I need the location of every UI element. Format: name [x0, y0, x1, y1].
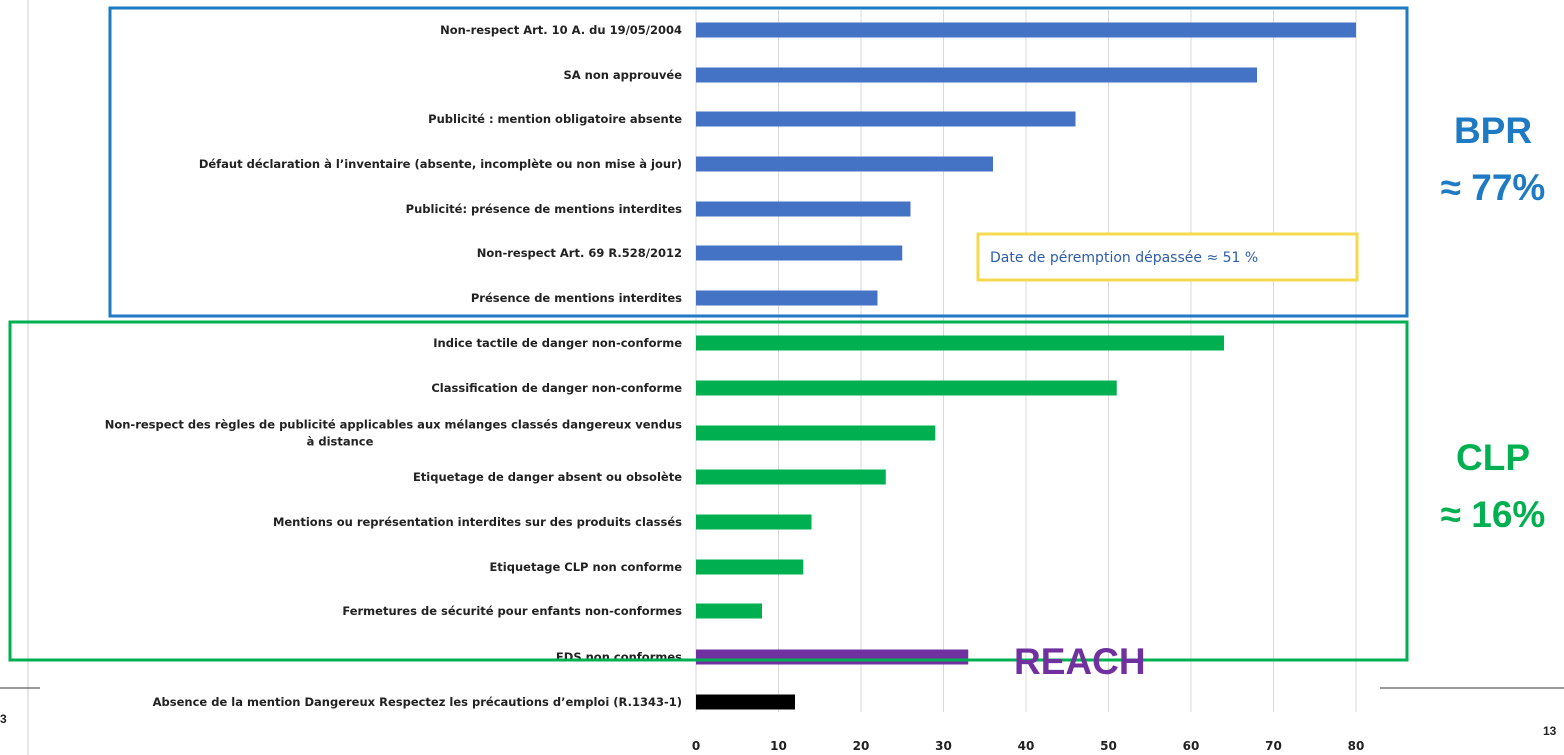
bar-10: [696, 425, 936, 441]
bar-11: [696, 469, 886, 485]
bar-4: [696, 156, 993, 172]
category-label-12: Mentions ou représentation interdites su…: [273, 515, 682, 529]
x-tick-label-70: 70: [1265, 739, 1282, 753]
bar-1: [696, 22, 1356, 38]
bpr-label: BPR: [1454, 110, 1532, 151]
x-tick-label-80: 80: [1348, 739, 1365, 753]
clp-label: CLP: [1456, 437, 1530, 478]
category-label-13: Etiquetage CLP non conforme: [489, 560, 682, 574]
clp-group-box: [8, 320, 1409, 662]
x-tick-label-10: 10: [770, 739, 787, 753]
left-edge-char: 3: [0, 712, 7, 726]
category-label-10-line-1: Non-respect des règles de publicité appl…: [105, 418, 682, 432]
bar-12: [696, 514, 812, 530]
reach-label: REACH: [1014, 641, 1146, 682]
bar-9: [696, 380, 1117, 396]
category-label-4: Défaut déclaration à l’inventaire (absen…: [199, 157, 682, 171]
x-tick-label-40: 40: [1018, 739, 1035, 753]
bar-16: [696, 694, 795, 710]
x-tick-label-50: 50: [1100, 739, 1117, 753]
expiry-note-text: Date de péremption dépassée ≈ 51 %: [990, 250, 1258, 266]
category-label-2: SA non approuvée: [563, 68, 682, 82]
bpr-percent: ≈ 77%: [1441, 167, 1546, 208]
category-label-14: Fermetures de sécurité pour enfants non-…: [342, 604, 682, 618]
category-label-3: Publicité : mention obligatoire absente: [428, 112, 682, 126]
clp-percent: ≈ 16%: [1441, 494, 1546, 535]
category-label-15: FDS non conformes: [556, 650, 682, 664]
category-label-10-line-2: à distance: [307, 435, 374, 449]
gridlines: [695, 10, 1357, 712]
bar-7: [696, 290, 878, 306]
x-axis-tick-labels: 0 10 20 30 40 50 60 70 80: [692, 739, 1365, 753]
category-label-6: Non-respect Art. 69 R.528/2012: [477, 246, 682, 260]
category-label-11: Etiquetage de danger absent ou obsolète: [413, 470, 682, 484]
x-tick-label-20: 20: [853, 739, 870, 753]
category-label-1: Non-respect Art. 10 A. du 19/05/2004: [440, 23, 682, 37]
bar-13: [696, 559, 804, 575]
x-tick-label-0: 0: [692, 739, 700, 753]
bars: [696, 22, 1356, 710]
bar-8: [696, 335, 1224, 351]
bar-2: [696, 67, 1257, 83]
category-label-8: Indice tactile de danger non-conforme: [433, 336, 682, 350]
page-number: 13: [1543, 724, 1557, 738]
bpr-group-box: [108, 6, 1409, 318]
category-label-9: Classification de danger non-conforme: [431, 381, 682, 395]
bar-15: [696, 649, 969, 665]
bar-3: [696, 111, 1076, 127]
category-labels: Non-respect Art. 10 A. du 19/05/2004 SA n…: [105, 23, 682, 709]
x-tick-label-60: 60: [1183, 739, 1200, 753]
x-tick-label-30: 30: [935, 739, 952, 753]
category-label-7: Présence de mentions interdites: [471, 291, 682, 305]
category-label-16: Absence de la mention Dangereux Respecte…: [153, 695, 682, 709]
category-label-5: Publicité: présence de mentions interdit…: [406, 202, 682, 216]
bar-6: [696, 245, 903, 261]
bar-5: [696, 201, 911, 217]
expiry-note-box: [976, 232, 1359, 282]
bar-14: [696, 603, 762, 619]
